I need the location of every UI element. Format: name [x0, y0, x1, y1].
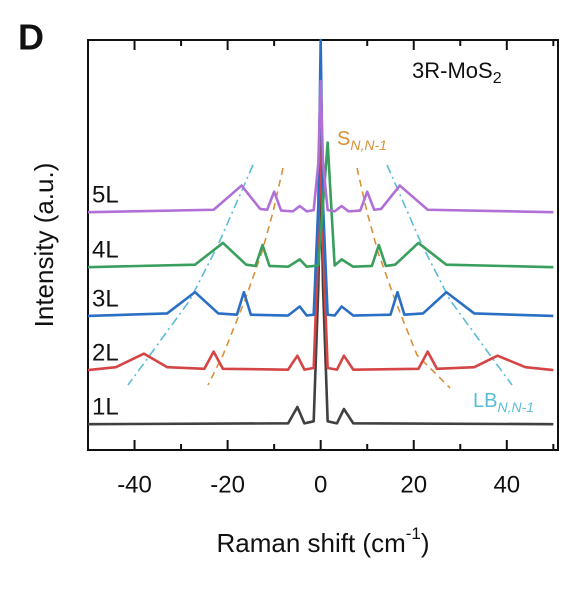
x-tick-label: -40	[117, 471, 152, 498]
x-tick-label: 20	[400, 471, 427, 498]
series-label: 3L	[92, 285, 119, 312]
series-label: 4L	[92, 236, 119, 263]
lb-guide-left	[127, 164, 254, 386]
y-axis-label: Intensity (a.u.)	[29, 163, 59, 328]
lb-text: LB	[473, 390, 497, 412]
series-label: 1L	[92, 394, 119, 421]
spectrum	[87, 141, 554, 269]
plot-frame	[87, 39, 559, 451]
series-label: 5L	[92, 182, 119, 209]
x-tick-label: -20	[210, 471, 245, 498]
chart-title: 3R-MoS2	[412, 58, 502, 87]
x-label-sup: -1	[406, 524, 421, 543]
x-axis-label: Raman shift (cm-1)	[216, 524, 429, 557]
title-text: 3R-MoS	[412, 58, 493, 83]
lb-subscript: N,N-1	[497, 399, 534, 415]
x-label-end: )	[421, 528, 430, 558]
panel-label: D	[18, 17, 44, 58]
s-text: S	[337, 128, 350, 150]
spectrum	[87, 79, 554, 214]
x-tick-label: 40	[493, 471, 520, 498]
lb-annotation: LBN,N-1	[473, 390, 534, 414]
title-subscript: 2	[493, 70, 502, 87]
lb-guide-right	[386, 164, 513, 386]
spectrum	[87, 38, 554, 318]
x-tick-label: 0	[314, 471, 327, 498]
series-label: 2L	[92, 339, 119, 366]
s-guide-left	[207, 167, 284, 386]
x-label-text: Raman shift (cm	[216, 528, 405, 558]
s-annotation: SN,N-1	[337, 128, 387, 152]
s-subscript: N,N-1	[350, 137, 387, 153]
spectrum	[87, 161, 554, 426]
